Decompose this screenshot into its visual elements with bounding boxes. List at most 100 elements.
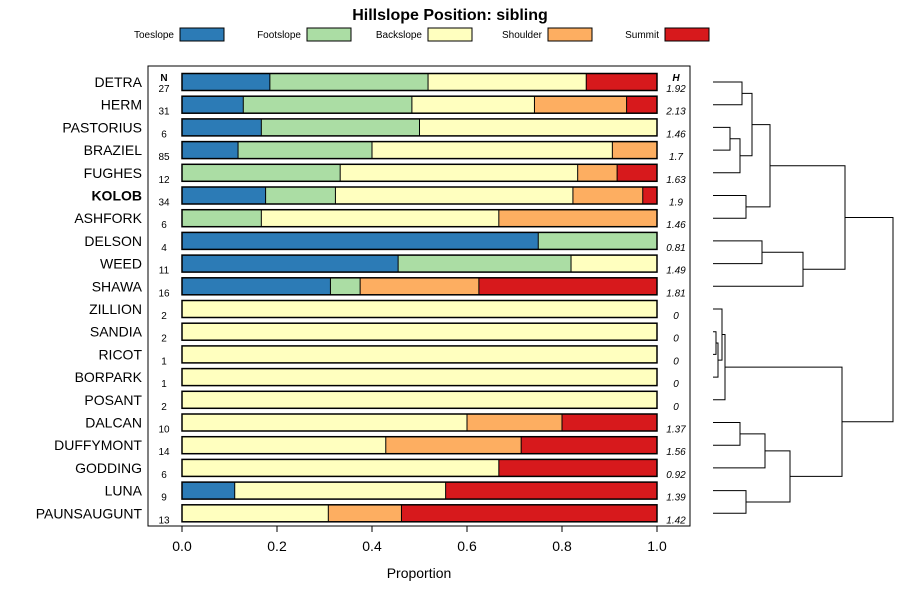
category-label: ZILLION — [89, 301, 142, 317]
bar-outline — [181, 118, 658, 137]
bar-segment-summit — [626, 96, 657, 114]
h-value: 1.56 — [666, 447, 686, 458]
bar-segment-toeslope — [182, 73, 270, 91]
category-label: DETRA — [95, 74, 143, 90]
n-value: 12 — [158, 175, 170, 186]
category-label: BORPARK — [75, 369, 143, 385]
bar-segment-summit — [617, 164, 657, 182]
legend-swatch-backslope — [427, 27, 473, 42]
bar-segment-shoulder — [385, 436, 522, 454]
bar-segment-shoulder — [360, 277, 479, 295]
n-value: 1 — [161, 356, 167, 367]
n-value: 27 — [158, 84, 170, 95]
row-shawa: SHAWA 16 1.81 — [92, 277, 686, 299]
dendrogram-branch — [842, 216, 894, 423]
bar-segment-summit — [401, 504, 657, 522]
row-herm: HERM 31 2.13 — [101, 95, 686, 118]
x-tick-label: 0.0 — [172, 538, 192, 554]
category-label: HERM — [101, 97, 142, 113]
bar-segment-footslope — [330, 277, 361, 295]
bar-segment-backslope — [428, 73, 587, 91]
bar-segment-shoulder — [328, 504, 402, 522]
row-ashfork: ASHFORK 6 1.46 — [74, 208, 686, 231]
n-value: 6 — [161, 129, 167, 140]
bar-segment-shoulder — [577, 164, 618, 182]
x-tick-label: 1.0 — [647, 538, 667, 554]
bar-segment-toeslope — [182, 255, 399, 273]
h-value: 1.42 — [666, 515, 686, 526]
legend-label-footslope: Footslope — [257, 30, 301, 41]
bar-segment-backslope — [182, 368, 657, 386]
h-value: 0 — [673, 356, 679, 367]
bar-outline — [181, 186, 658, 205]
bar-outline — [181, 208, 658, 228]
row-kolob: KOLOB 34 1.9 — [91, 186, 683, 209]
n-value: 10 — [158, 425, 170, 436]
bar-segment-backslope — [335, 187, 573, 204]
dendrogram-branch — [713, 490, 747, 514]
bar-segment-toeslope — [182, 277, 331, 295]
bar-segment-backslope — [372, 141, 613, 159]
legend-swatch-shoulder — [547, 27, 593, 42]
n-value: 31 — [158, 107, 170, 118]
bar-segment-backslope — [182, 504, 329, 522]
dendrogram — [713, 81, 894, 514]
bar-segment-backslope — [411, 96, 535, 114]
bar-segment-footslope — [265, 187, 336, 204]
bar-segment-shoulder — [467, 414, 562, 431]
bar-segment-shoulder — [572, 187, 643, 204]
bar-segment-backslope — [571, 255, 657, 273]
bar-outline — [181, 345, 658, 364]
x-tick-label: 0.2 — [267, 538, 287, 554]
h-value: 1.46 — [666, 220, 686, 231]
row-godding: GODDING 6 0.92 — [75, 458, 686, 481]
n-value: 34 — [158, 198, 170, 209]
h-value: 1.63 — [666, 175, 686, 186]
row-detra: DETRA 27 1.92 — [95, 72, 686, 95]
bar-segment-toeslope — [182, 96, 244, 114]
row-ricot: RICOT 1 0 — [98, 345, 679, 367]
n-value: 2 — [161, 311, 167, 322]
bar-segment-backslope — [182, 323, 657, 341]
bar-segment-shoulder — [498, 209, 657, 227]
h-value: 1.81 — [666, 288, 685, 299]
bar-segment-toeslope — [182, 118, 262, 136]
bar-segment-summit — [562, 414, 657, 431]
x-axis: 0.0 0.2 0.4 0.6 0.8 1.0 — [172, 526, 667, 554]
row-duffymont: DUFFYMONT 14 1.56 — [54, 435, 686, 458]
bar-outline — [181, 390, 658, 410]
row-pastorius: PASTORIUS 6 1.46 — [62, 118, 686, 140]
h-value: 1.46 — [666, 129, 686, 140]
category-label: POSANT — [84, 392, 142, 408]
legend: Toeslope Footslope Backslope Shoulder Summit — [134, 27, 710, 42]
bar-outline — [181, 95, 658, 114]
bar-outline — [181, 254, 658, 273]
h-value: 1.9 — [669, 198, 683, 209]
n-value: 1 — [161, 379, 167, 390]
dendrogram-branch — [713, 195, 747, 219]
bar-segment-backslope — [182, 414, 467, 431]
h-value: 1.7 — [669, 152, 683, 163]
bar-segment-footslope — [243, 96, 412, 114]
bar-segment-backslope — [419, 118, 657, 136]
x-axis-label: Proportion — [387, 565, 452, 581]
bar-outline — [181, 504, 658, 523]
row-paunsaugunt: PAUNSAUGUNT 13 1.42 — [36, 504, 686, 526]
category-label: KOLOB — [91, 188, 142, 204]
n-value: 16 — [158, 288, 170, 299]
bar-outline — [181, 140, 658, 160]
bar-segment-footslope — [538, 232, 657, 250]
x-tick-label: 0.6 — [457, 538, 477, 554]
dendrogram-branch — [713, 240, 763, 265]
bar-segment-footslope — [261, 118, 420, 136]
h-value: 0.81 — [666, 243, 685, 254]
legend-label-summit: Summit — [625, 30, 659, 41]
bar-outline — [181, 231, 658, 251]
bar-segment-toeslope — [182, 232, 539, 250]
bar-segment-backslope — [182, 391, 657, 409]
chart-title: Hillslope Position: sibling — [352, 7, 548, 24]
category-label: PAUNSAUGUNT — [36, 505, 143, 521]
bar-segment-backslope — [234, 482, 446, 500]
bar-outline — [181, 163, 658, 183]
